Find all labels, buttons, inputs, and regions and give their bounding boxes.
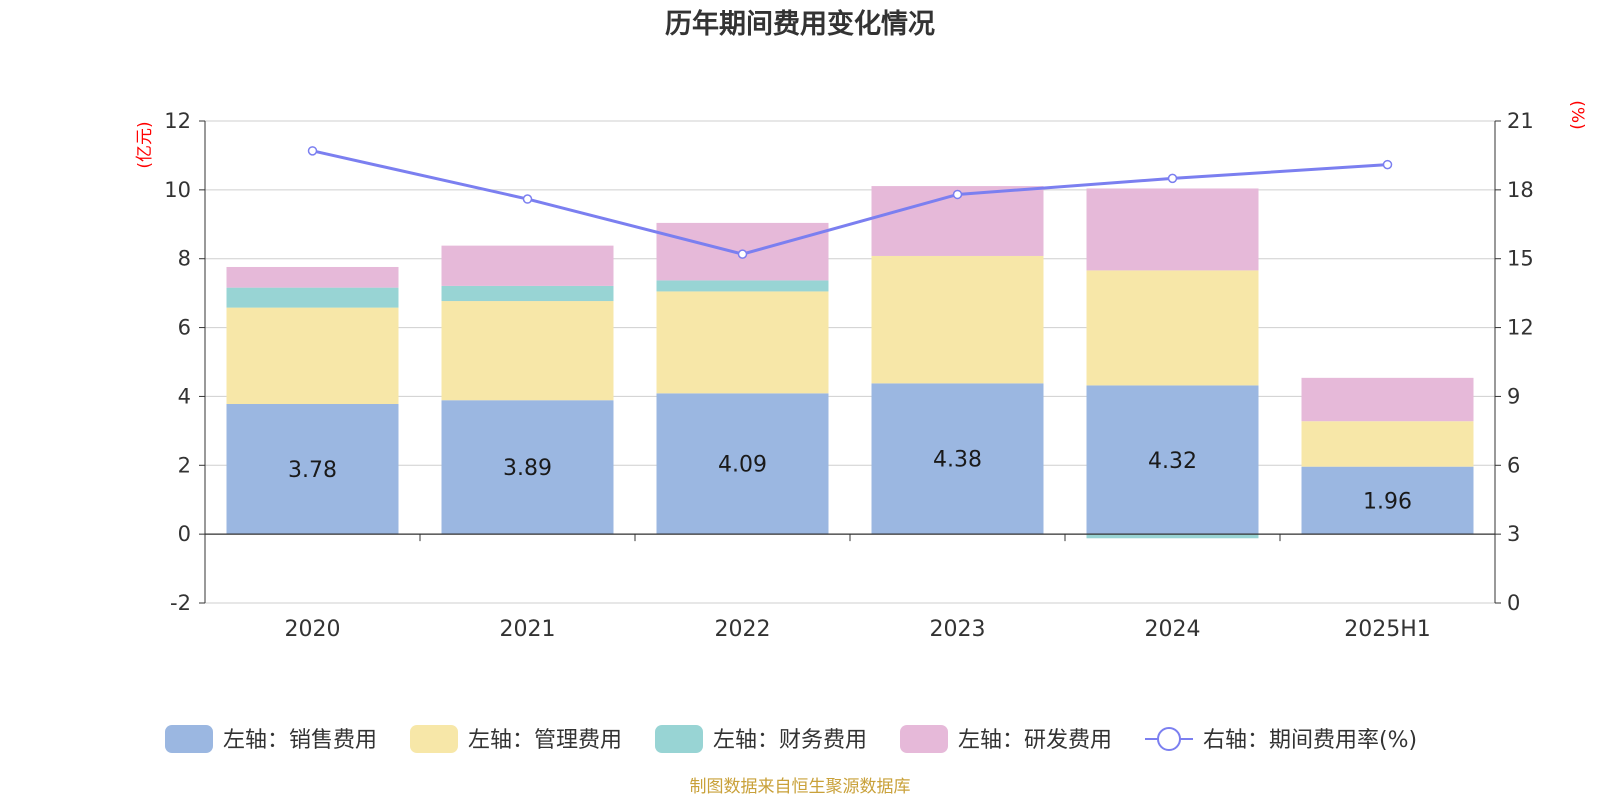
bar-segment	[226, 404, 399, 535]
legend-label: 右轴：期间费用率(%)	[1203, 728, 1417, 753]
rate-line-point	[307, 146, 318, 156]
legend-item: 左轴：销售费用	[165, 725, 377, 753]
bar-segment	[1086, 534, 1259, 539]
bar-segment	[441, 285, 614, 302]
bar-segment	[441, 400, 614, 535]
right-axis-tick-label: 3	[1507, 522, 1520, 546]
legend-swatch	[900, 725, 948, 753]
bar-segment	[441, 301, 614, 401]
bar-segment	[226, 287, 399, 308]
legend-swatch	[165, 725, 213, 753]
legend-item: 右轴：期间费用率(%)	[1145, 727, 1417, 753]
bar-segment	[1301, 466, 1474, 535]
bar-segment	[656, 280, 829, 292]
right-axis-unit: (%)	[1567, 100, 1587, 129]
right-axis-tick-label: 0	[1507, 591, 1520, 615]
rate-line-point	[1382, 159, 1393, 170]
legend-item: 左轴：管理费用	[410, 725, 622, 753]
left-axis-tick-label: 6	[178, 316, 191, 340]
x-axis-tick-label: 2023	[930, 617, 986, 642]
rate-line-point	[952, 189, 963, 200]
legend-label: 左轴：管理费用	[468, 728, 622, 753]
legend-swatch	[655, 725, 703, 753]
bar-segment	[226, 266, 399, 288]
left-axis-tick-label: 2	[178, 453, 191, 477]
legend-item: 左轴：财务费用	[655, 725, 867, 753]
right-axis-tick-label: 12	[1507, 316, 1534, 340]
left-axis-tick-label: 12	[164, 109, 191, 133]
right-axis-tick-label: 18	[1507, 178, 1534, 202]
bar-value-label: 3.89	[503, 456, 552, 481]
x-axis-tick-label: 2022	[715, 617, 771, 642]
right-axis-tick-label: 21	[1507, 109, 1534, 133]
rate-line-point	[737, 249, 748, 259]
left-axis-tick-label: 10	[164, 178, 191, 202]
left-axis-tick-label: 4	[178, 384, 191, 408]
legend: 左轴：销售费用 左轴：管理费用 左轴：财务费用 左轴：研发费用 右轴：期间费用率(%)	[165, 725, 1417, 753]
x-axis-tick-label: 2021	[500, 617, 556, 642]
legend-label: 左轴：财务费用	[713, 728, 867, 753]
right-axis-tick-label: 15	[1507, 247, 1534, 271]
legend-swatch	[410, 725, 458, 753]
bar-segment	[656, 393, 829, 535]
axes: -2 0 2 4 6 8 10 12 0 3 6 9 12 15 18 21 2020 2021 2022 2023 2…	[164, 109, 1533, 642]
bar-value-label: 3.78	[288, 458, 337, 483]
right-axis-tick-label: 9	[1507, 384, 1520, 408]
bars	[226, 186, 1474, 539]
x-axis-tick-label: 2020	[285, 617, 341, 642]
bar-segment	[1086, 270, 1259, 386]
bar-value-label: 4.38	[933, 448, 982, 473]
rate-line	[307, 146, 1393, 259]
bar-segment	[1301, 421, 1474, 467]
bar-segment	[1086, 385, 1259, 535]
chart-title: 历年期间费用变化情况	[665, 8, 935, 40]
left-axis-tick-label: 0	[178, 522, 191, 546]
left-axis-unit: (亿元)	[135, 121, 155, 168]
legend-marker	[1157, 727, 1181, 751]
left-axis-tick-label: -2	[170, 591, 191, 615]
source-note: 制图数据来自恒生聚源数据库	[690, 777, 911, 797]
bar-segment	[871, 255, 1044, 384]
legend-item: 左轴：研发费用	[900, 725, 1112, 753]
bar-segment	[871, 383, 1044, 535]
x-axis-tick-label: 2025H1	[1344, 617, 1431, 642]
bar-segment	[441, 245, 614, 286]
data-labels: 3.78 3.89 4.09 4.38 4.32 1.96	[288, 448, 1412, 515]
bar-segment	[1086, 188, 1259, 271]
legend-label: 左轴：销售费用	[223, 728, 377, 753]
rate-line-path	[312, 149, 1388, 256]
left-axis-tick-label: 8	[178, 247, 191, 271]
bar-value-label: 4.32	[1148, 449, 1197, 474]
x-axis-tick-label: 2024	[1145, 617, 1201, 642]
rate-line-point	[1167, 173, 1178, 184]
bar-segment	[656, 291, 829, 394]
rate-line-point	[522, 194, 533, 204]
bar-segment	[1301, 377, 1474, 422]
bar-value-label: 1.96	[1363, 489, 1412, 514]
legend-label: 左轴：研发费用	[958, 728, 1112, 753]
right-axis-tick-label: 6	[1507, 453, 1520, 477]
bar-segment	[226, 307, 399, 405]
bar-value-label: 4.09	[718, 453, 767, 478]
